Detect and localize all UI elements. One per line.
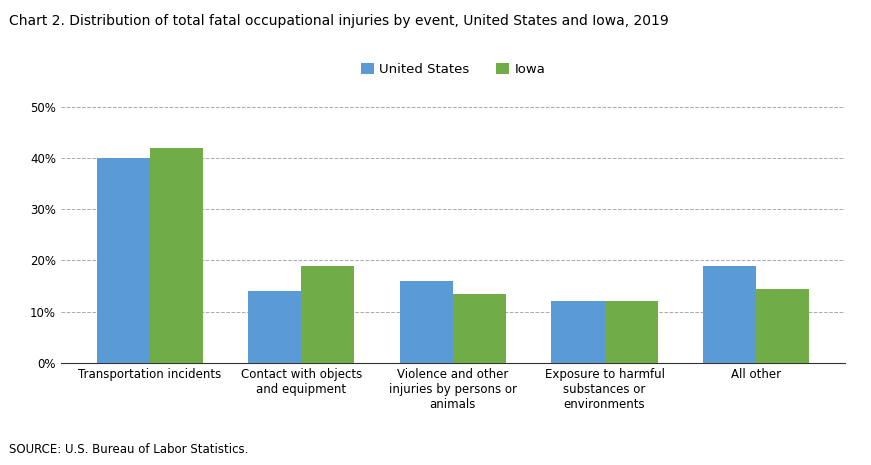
Bar bbox=[400, 281, 453, 363]
Bar bbox=[453, 294, 506, 363]
Legend: United States, Iowa: United States, Iowa bbox=[355, 57, 550, 81]
Bar bbox=[248, 291, 301, 363]
Bar bbox=[756, 288, 809, 363]
Text: Chart 2. Distribution of total fatal occupational injuries by event, United Stat: Chart 2. Distribution of total fatal occ… bbox=[9, 14, 668, 28]
Bar bbox=[604, 301, 658, 363]
Text: SOURCE: U.S. Bureau of Labor Statistics.: SOURCE: U.S. Bureau of Labor Statistics. bbox=[9, 443, 248, 456]
Bar bbox=[301, 266, 354, 363]
Bar bbox=[150, 148, 203, 363]
Bar bbox=[97, 158, 150, 363]
Bar bbox=[551, 301, 604, 363]
Bar bbox=[703, 266, 756, 363]
